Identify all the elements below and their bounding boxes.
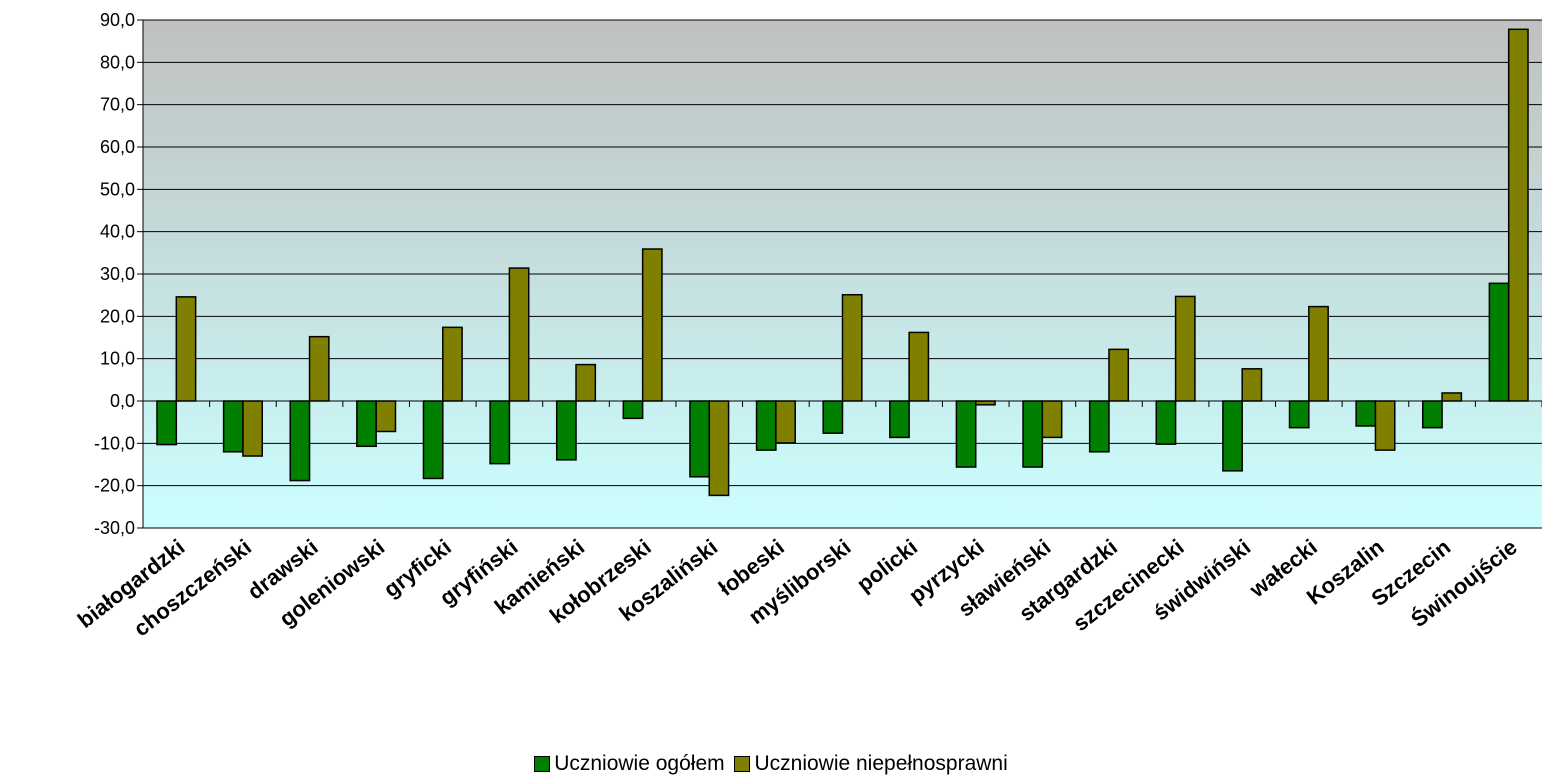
bar-disabled	[841, 293, 863, 402]
y-tick-label: 50,0	[100, 179, 135, 199]
bar-disabled	[442, 326, 463, 402]
bar-disabled	[775, 400, 796, 444]
bar-disabled	[1041, 400, 1063, 439]
y-tick-label: 40,0	[100, 222, 135, 242]
bar-disabled	[708, 400, 730, 497]
bar-total	[422, 400, 444, 480]
bar-total	[689, 400, 711, 478]
bar-total	[555, 400, 577, 461]
bar-disabled	[375, 400, 397, 433]
y-tick-label: 10,0	[100, 349, 135, 369]
y-tick-label: 30,0	[100, 264, 135, 284]
bar-disabled	[175, 296, 197, 402]
legend-label-total: Uczniowie ogółem	[554, 752, 725, 775]
bar-total	[222, 400, 244, 453]
bar-total	[356, 400, 377, 448]
bar-disabled	[641, 248, 663, 402]
bar-total	[1422, 400, 1443, 429]
bar-disabled	[1241, 368, 1263, 402]
bar-total	[1488, 282, 1510, 402]
y-tick-label: -10,0	[94, 433, 135, 453]
y-tick-label: -30,0	[94, 518, 135, 538]
bar-total	[622, 400, 644, 420]
bar-chart: 90,0 80,0 70,0 60,0 50,0 40,0 30,0 20,0 10,0 0,0 -…	[73, 10, 1542, 641]
legend-item-disabled: Uczniowie niepełnosprawni	[734, 752, 1008, 776]
bar-disabled	[508, 267, 530, 402]
bar-total	[889, 400, 910, 439]
legend-item-total: Uczniowie ogółem	[534, 752, 725, 776]
bar-total	[955, 400, 977, 468]
bar-disabled	[242, 400, 263, 457]
bar-total	[1222, 400, 1243, 472]
bar-disabled	[575, 363, 597, 402]
bar-total	[1288, 400, 1310, 429]
bar-disabled	[1174, 295, 1196, 402]
y-tick-label: 60,0	[100, 137, 135, 157]
legend-swatch-total	[534, 756, 551, 772]
y-tick-label: 70,0	[100, 95, 135, 115]
bar-disabled	[974, 400, 996, 406]
y-tick-label: -20,0	[94, 476, 135, 496]
legend-swatch-disabled	[734, 756, 751, 772]
y-tick-label: 80,0	[100, 52, 135, 72]
bar-total	[489, 400, 511, 465]
bar-total	[1022, 400, 1044, 468]
legend: Uczniowie ogółem Uczniowie niepełnospraw…	[0, 752, 1542, 778]
bar-disabled	[908, 331, 930, 402]
bar-total	[1355, 400, 1377, 427]
bar-disabled	[1507, 28, 1529, 402]
x-category-label: choszczeński	[129, 534, 256, 641]
y-tick-label: 20,0	[100, 306, 135, 326]
legend-label-disabled: Uczniowie niepełnosprawni	[754, 752, 1008, 775]
bar-total	[1088, 400, 1110, 453]
bar-total	[755, 400, 777, 451]
bar-total	[289, 400, 311, 482]
y-tick-label: 90,0	[100, 10, 135, 30]
bar-disabled	[1441, 392, 1463, 402]
bar-total	[822, 400, 844, 434]
bar-total	[1155, 400, 1177, 445]
bar-disabled	[1108, 348, 1130, 402]
bar-disabled	[308, 335, 330, 402]
y-tick-label: 0,0	[110, 391, 135, 411]
bar-disabled	[1374, 400, 1396, 451]
bar-disabled	[1308, 305, 1329, 402]
bar-total	[156, 400, 178, 446]
